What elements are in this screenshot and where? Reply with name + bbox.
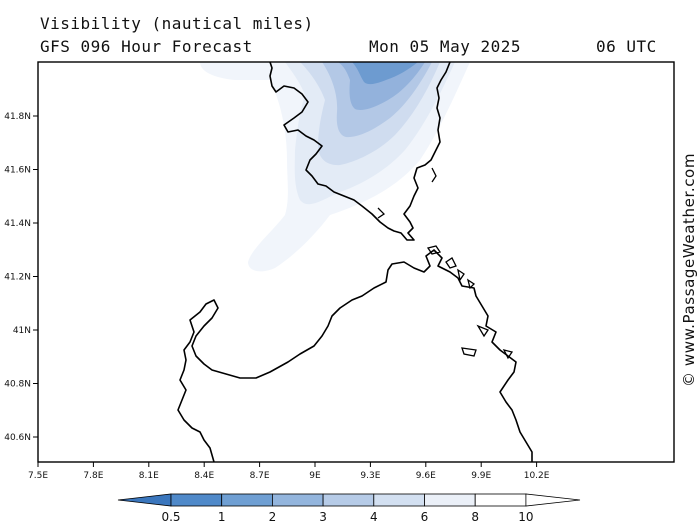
forecast-date: Mon 05 May 2025 <box>369 37 521 56</box>
lat-tick-label: 41.8N <box>4 112 31 122</box>
legend-arrow-high <box>525 493 581 507</box>
legend-label: 2 <box>269 510 277 524</box>
forecast-subtitle: GFS 096 Hour Forecast <box>40 37 253 56</box>
visibility-legend: 0.5 1 2 3 4 6 8 10 <box>117 493 581 524</box>
tavolara-islands <box>461 324 514 360</box>
lon-tick-label: 7.5E <box>28 471 48 481</box>
lon-tick-label: 9.3E <box>360 471 380 481</box>
lon-tick-label: 7.8E <box>83 471 103 481</box>
lat-tick-label: 40.8N <box>4 380 31 390</box>
lon-tick-label: 8.4E <box>194 471 214 481</box>
legend-swatch <box>170 493 223 507</box>
legend-label: 6 <box>421 510 429 524</box>
visibility-band-2 <box>352 62 418 85</box>
lon-tick-label: 9.6E <box>416 471 436 481</box>
forecast-time: 06 UTC <box>596 37 657 56</box>
lon-tick-label: 9.9E <box>471 471 491 481</box>
legend-label: 1 <box>218 510 226 524</box>
legend-swatch <box>271 493 324 507</box>
corsica-coastline <box>269 62 451 241</box>
maddalena-islands <box>426 245 476 290</box>
legend-label: 0.5 <box>161 510 180 524</box>
lon-tick-label: 9E <box>309 471 321 481</box>
legend-swatch <box>373 493 425 507</box>
lat-tick-label: 41.6N <box>4 166 31 176</box>
legend-swatch <box>474 493 527 507</box>
legend-label: 8 <box>471 510 479 524</box>
gulf-detail <box>377 167 437 219</box>
lon-tick-label: 8.7E <box>250 471 270 481</box>
visibility-shading <box>200 62 470 272</box>
lat-tick-label: 40.6N <box>4 433 31 443</box>
lon-tick-label: 8.1E <box>139 471 159 481</box>
lat-tick-label: 41.2N <box>4 273 31 283</box>
lat-tick-label: 41.4N <box>4 219 31 229</box>
longitude-axis: 7.5E 7.8E 8.1E 8.4E 8.7E 9E 9.3E 9.6E 9.9E 10.2E <box>28 462 550 481</box>
legend-label: 3 <box>319 510 327 524</box>
legend-label: 4 <box>370 510 378 524</box>
legend-swatch <box>322 493 375 507</box>
latitude-axis: 41.8N 41.6N 41.4N 41.2N 41N 40.8N 40.6N <box>4 112 38 443</box>
lat-tick-label: 41N <box>13 326 31 336</box>
legend-arrow-low <box>117 493 172 507</box>
map-title: Visibility (nautical miles) <box>40 14 314 33</box>
legend-swatch <box>221 493 273 507</box>
sardinia-coastline <box>177 249 533 462</box>
lon-tick-label: 10.2E <box>524 471 550 481</box>
legend-swatch <box>424 493 476 507</box>
map-frame <box>37 61 675 463</box>
legend-label: 10 <box>518 510 533 524</box>
